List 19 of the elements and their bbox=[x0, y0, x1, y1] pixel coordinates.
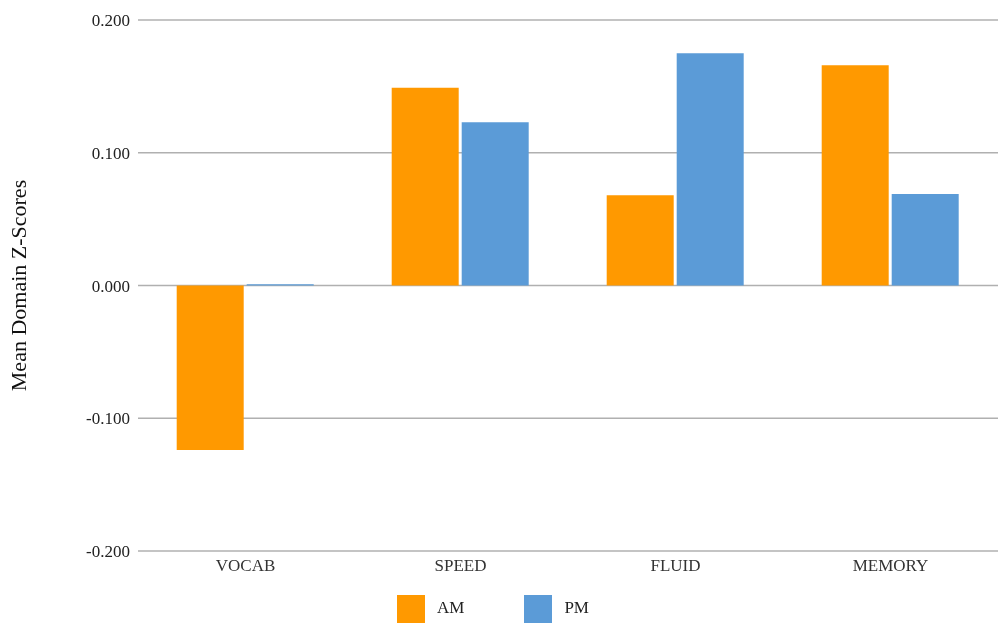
bar bbox=[391, 87, 459, 286]
y-tick-label: 0.000 bbox=[91, 276, 130, 296]
y-tick-label: -0.100 bbox=[86, 409, 130, 429]
bar bbox=[176, 285, 244, 451]
x-tick-label: FLUID bbox=[650, 556, 701, 576]
legend-label: PM bbox=[564, 597, 589, 617]
y-tick-label: 0.200 bbox=[91, 11, 130, 31]
bar bbox=[821, 65, 889, 286]
y-tick-label: -0.200 bbox=[86, 542, 130, 562]
y-tick-label: 0.100 bbox=[91, 143, 130, 163]
y-axis-title: Mean Domain Z-Scores bbox=[5, 179, 31, 392]
bar bbox=[606, 195, 674, 286]
x-tick-label: VOCAB bbox=[215, 556, 276, 576]
bar bbox=[676, 53, 744, 286]
x-tick-label: SPEED bbox=[434, 556, 487, 576]
bar bbox=[891, 193, 959, 286]
bar bbox=[461, 122, 529, 286]
legend-label: AM bbox=[437, 597, 465, 617]
x-tick-label: MEMORY bbox=[852, 556, 929, 576]
